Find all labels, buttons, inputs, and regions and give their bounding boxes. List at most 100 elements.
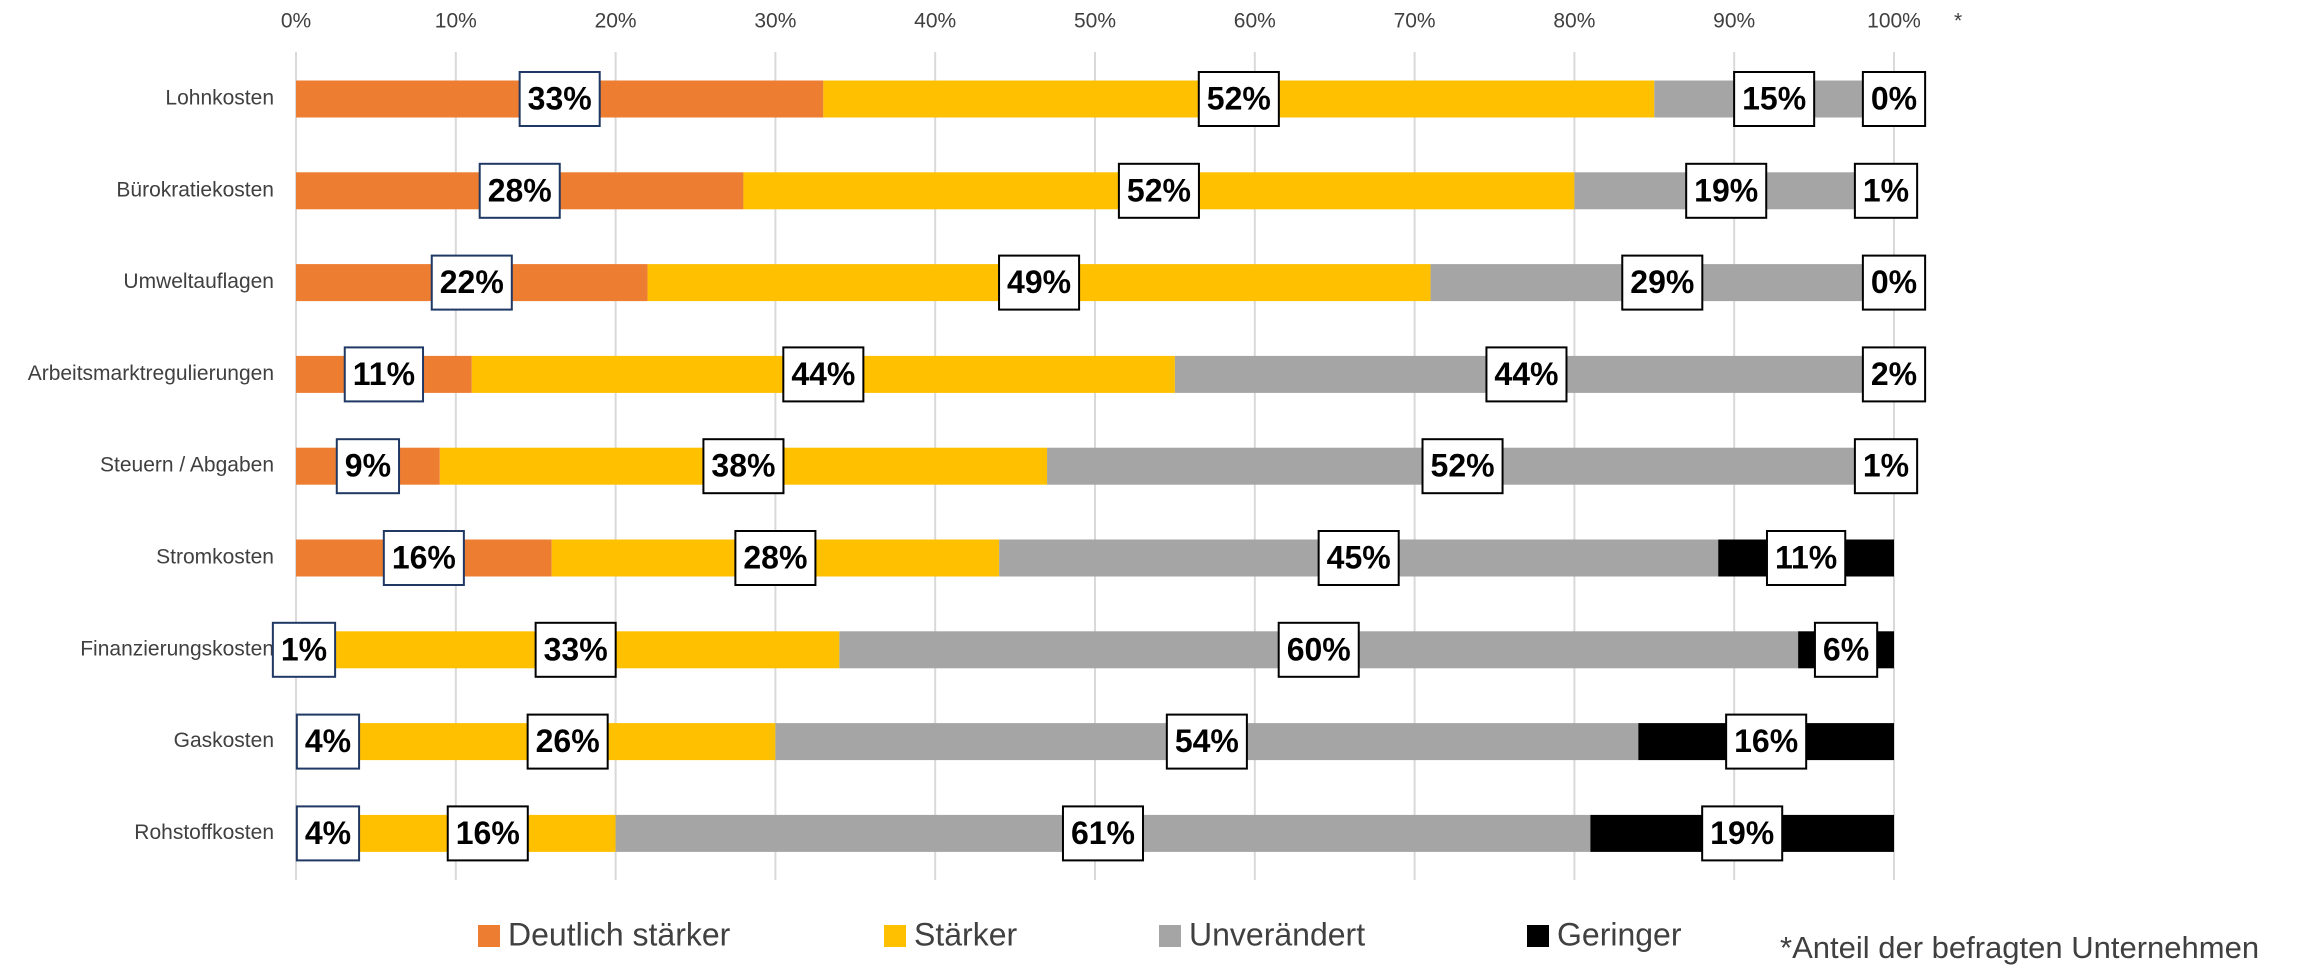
value-label-text: 45% (1327, 539, 1391, 575)
value-label: 1% (1853, 438, 1919, 495)
value-label-box (518, 71, 601, 127)
x-tick-label: 0% (281, 10, 311, 33)
value-label-text: 28% (743, 539, 807, 575)
category-label: Rohstoffkosten (134, 821, 274, 844)
value-label: 11% (343, 346, 425, 403)
value-label-box (1621, 254, 1704, 311)
value-label: 52% (1197, 71, 1280, 127)
legend-swatch (1159, 925, 1181, 947)
value-label-text: 1% (1863, 172, 1909, 208)
value-label-text: 1% (281, 631, 327, 667)
x-tick-label: 40% (914, 10, 956, 33)
value-label-box (1117, 162, 1200, 219)
value-label: 1% (271, 621, 337, 678)
value-label: 33% (534, 621, 617, 678)
value-label-text: 0% (1871, 80, 1917, 116)
value-label-box (1317, 530, 1400, 586)
value-label-text: 52% (1207, 80, 1271, 116)
value-label-box (526, 713, 609, 770)
value-label-text: 19% (1710, 815, 1774, 851)
legend-swatch (1527, 925, 1549, 947)
category-label: Steuern / Abgaben (100, 454, 274, 477)
value-label-text: 19% (1694, 172, 1758, 208)
value-label-box (1061, 805, 1145, 862)
value-label-box (1853, 438, 1919, 495)
value-label-box (702, 438, 785, 495)
category-label: Bürokratiekosten (116, 178, 274, 201)
value-label: 11% (1765, 530, 1847, 586)
value-label-text: 0% (1871, 264, 1917, 300)
value-label-text: 22% (440, 264, 504, 300)
value-label-box (1277, 621, 1360, 678)
value-label-text: 26% (536, 723, 600, 759)
value-label: 60% (1277, 621, 1360, 678)
value-label-text: 33% (528, 80, 592, 116)
value-label-text: 4% (305, 815, 351, 851)
category-label: Finanzierungskosten (80, 637, 274, 660)
value-label-box (998, 254, 1081, 311)
value-label: 4% (295, 713, 361, 770)
value-label-box (478, 162, 561, 219)
footnote: *Anteil der befragten Unternehmen (1780, 930, 2259, 965)
value-label-box (1725, 713, 1808, 770)
value-label-text: 1% (1863, 448, 1909, 484)
value-label-box (446, 805, 529, 862)
value-label: 16% (446, 805, 529, 862)
value-label-text: 54% (1175, 723, 1239, 759)
value-label-text: 16% (456, 815, 520, 851)
value-label-box (1765, 530, 1847, 586)
value-label-box (1861, 346, 1927, 403)
value-label: 45% (1317, 530, 1400, 586)
value-label: 0% (1861, 71, 1927, 127)
legend-swatch (478, 925, 500, 947)
value-label-box (1861, 254, 1927, 311)
value-label-text: 2% (1871, 356, 1917, 392)
value-label: 28% (734, 530, 817, 586)
value-label-box (1197, 71, 1280, 127)
value-label-text: 28% (488, 172, 552, 208)
value-label: 28% (478, 162, 561, 219)
value-label-box (1813, 621, 1879, 678)
value-label-text: 52% (1127, 172, 1191, 208)
value-label: 54% (1165, 713, 1248, 770)
value-label-text: 38% (711, 448, 775, 484)
value-label-text: 49% (1007, 264, 1071, 300)
x-tick-label: 90% (1713, 10, 1755, 33)
value-label-box (1421, 438, 1504, 495)
x-tick-label: 10% (435, 10, 477, 33)
value-label-text: 16% (1734, 723, 1798, 759)
value-label-text: 6% (1823, 631, 1869, 667)
value-label-text: 4% (305, 723, 351, 759)
value-label-box (335, 438, 401, 495)
value-label: 4% (295, 805, 361, 862)
value-label-text: 15% (1742, 80, 1806, 116)
x-tick-label: 100% (1867, 10, 1921, 33)
value-label: 49% (998, 254, 1081, 311)
value-label-text: 44% (791, 356, 855, 392)
value-label: 61% (1061, 805, 1145, 862)
category-label: Stromkosten (156, 546, 274, 569)
value-label-box (295, 713, 361, 770)
value-label-text: 11% (1775, 539, 1837, 575)
category-label: Umweltauflagen (123, 270, 274, 293)
x-tick-label: 80% (1553, 10, 1595, 33)
value-label: 9% (335, 438, 401, 495)
x-tick-label: 60% (1234, 10, 1276, 33)
value-label-text: 9% (345, 448, 391, 484)
x-tick-label: 20% (595, 10, 637, 33)
value-label: 44% (1485, 346, 1568, 403)
value-label: 15% (1733, 71, 1816, 127)
value-label-box (295, 805, 361, 862)
value-label: 6% (1813, 621, 1879, 678)
value-label: 33% (518, 71, 601, 127)
value-label-box (382, 530, 465, 586)
value-label: 16% (382, 530, 465, 586)
legend-label: Stärker (914, 916, 1017, 952)
legend-label: Geringer (1557, 916, 1682, 952)
value-label: 2% (1861, 346, 1927, 403)
x-tick-label: 50% (1074, 10, 1116, 33)
value-label: 19% (1701, 805, 1784, 862)
category-label: Lohnkosten (165, 87, 274, 110)
value-label: 16% (1725, 713, 1808, 770)
